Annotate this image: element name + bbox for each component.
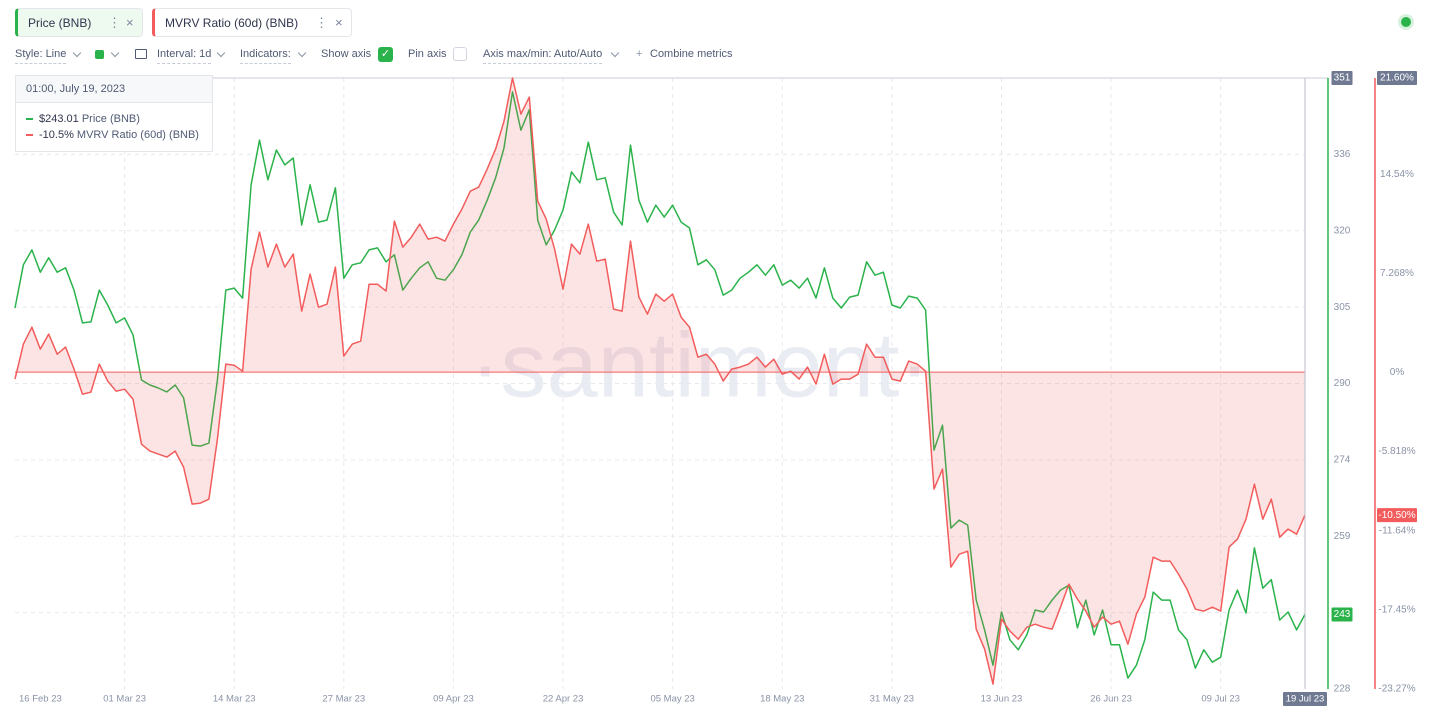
x-tick-label: 01 Mar 23 [103,694,146,705]
tab-close[interactable]: × [126,15,134,30]
y2-tick-label: -5.818% [1378,446,1415,457]
tab-menu[interactable]: ⋮ [108,14,121,30]
show-axis-label: Show axis [321,48,372,60]
style-control[interactable]: Style: Line [15,48,67,64]
x-tick-label: 09 Jul 23 [1201,694,1240,705]
pin-axis-checkbox[interactable] [453,47,467,61]
tooltip-date: 01:00, July 19, 2023 [16,76,212,103]
indicators-control[interactable]: Indicators: [240,48,291,64]
watermark: ·santiment· [470,314,930,416]
x-tick-label: 18 May 23 [760,694,804,705]
tooltip-series: MVRV Ratio (60d) (BNB) [76,129,199,141]
y-tick-label: 351 [1334,73,1351,84]
axis-range-control[interactable]: Axis max/min: Auto/Auto [483,48,603,64]
status-dot [1401,17,1411,27]
y2-tick-label: 7.268% [1380,268,1414,279]
tick-highlight [1377,71,1417,85]
tab-close[interactable]: × [335,15,343,30]
color-swatch[interactable] [95,50,104,59]
x-tick-label: 16 Feb 23 [19,694,62,705]
legend-dash [26,134,33,136]
tab-menu[interactable]: ⋮ [315,14,328,30]
tooltip-value: -10.5% [39,129,74,141]
line [14,91,1306,679]
x-tick-label: 09 Apr 23 [433,694,474,705]
y2-tick-label: 14.54% [1380,169,1414,180]
y2-tick-label: 0% [1390,367,1405,378]
y2-tick-label: 21.60% [1380,73,1414,84]
area [15,78,1305,685]
tooltip-value: $243.01 [39,113,79,125]
x-tick-label: 27 Mar 23 [322,694,365,705]
y2-tick-label: -11.64% [1379,525,1416,536]
last-value-box [1331,607,1353,622]
x-tick-label: 13 Jun 23 [981,694,1023,705]
metric-tab[interactable]: MVRV Ratio (60d) (BNB) ⋮ × [152,8,352,37]
plus-icon: + [636,48,643,60]
last-value-label: -10.50% [1378,510,1415,521]
y2-tick-label: -23.27% [1378,684,1415,695]
combine-metrics[interactable]: Combine metrics [650,48,733,60]
y2-tick-label: -17.45% [1378,604,1415,615]
tick-highlight [1331,71,1353,85]
last-value-label: 243 [1334,609,1351,620]
last-value-box [1377,508,1417,523]
y-tick-label: 274 [1334,455,1351,466]
metric-tab[interactable]: Price (BNB) ⋮ × [15,8,143,37]
tick-highlight [1283,692,1327,706]
pin-axis-label: Pin axis [408,48,447,60]
line [14,77,1306,685]
x-tick-label: 22 Apr 23 [543,694,584,705]
y-tick-label: 228 [1334,684,1351,695]
y-tick-label: 320 [1334,225,1351,236]
tab-label: MVRV Ratio (60d) (BNB) [165,15,299,30]
legend-dash [26,118,33,120]
tooltip: 01:00, July 19, 2023 $243.01 Price (BNB)… [15,75,213,152]
tooltip-row: -10.5% MVRV Ratio (60d) (BNB) [26,129,199,141]
y-tick-label: 305 [1334,302,1351,313]
interval-control[interactable]: Interval: 1d [157,48,212,64]
tooltip-series: Price (BNB) [81,113,140,125]
interval-icon [135,49,147,59]
x-tick-label: 14 Mar 23 [213,694,256,705]
tab-label: Price (BNB) [28,15,92,30]
y-tick-label: 259 [1334,531,1351,542]
x-tick-label: 19 Jul 23 [1286,694,1325,705]
y-tick-label: 336 [1334,149,1351,160]
x-tick-label: 26 Jun 23 [1090,694,1132,705]
x-tick-label: 31 May 23 [870,694,914,705]
y-tick-label: 290 [1334,378,1351,389]
show-axis-checkbox[interactable]: ✓ [378,47,393,62]
x-tick-label: 05 May 23 [650,694,694,705]
tooltip-row: $243.01 Price (BNB) [26,113,140,125]
